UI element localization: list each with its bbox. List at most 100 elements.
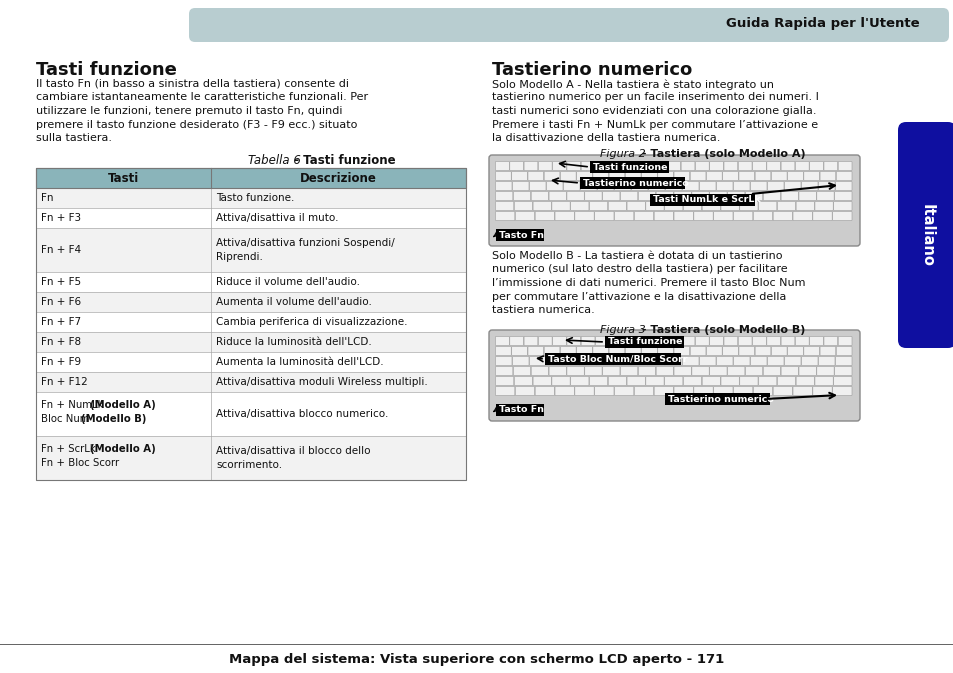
FancyBboxPatch shape (570, 201, 588, 211)
Text: la disattivazione della tastiera numerica.: la disattivazione della tastiera numeric… (492, 133, 720, 143)
FancyBboxPatch shape (783, 182, 801, 190)
Text: Fn + NumLk: Fn + NumLk (41, 400, 107, 410)
FancyBboxPatch shape (531, 192, 548, 201)
FancyBboxPatch shape (623, 162, 638, 170)
FancyBboxPatch shape (720, 376, 739, 386)
FancyBboxPatch shape (755, 172, 770, 180)
FancyBboxPatch shape (549, 192, 566, 201)
FancyBboxPatch shape (533, 201, 551, 211)
FancyBboxPatch shape (803, 172, 819, 180)
Text: Solo Modello B - La tastiera è dotata di un tastierino: Solo Modello B - La tastiera è dotata di… (492, 251, 781, 261)
Text: Fn + ScrLk: Fn + ScrLk (41, 444, 99, 454)
FancyBboxPatch shape (739, 376, 758, 386)
FancyBboxPatch shape (555, 386, 574, 396)
FancyBboxPatch shape (836, 347, 851, 355)
FancyBboxPatch shape (820, 172, 835, 180)
Text: tasti numerici sono evidenziati con una colorazione gialla.: tasti numerici sono evidenziati con una … (492, 106, 816, 116)
FancyBboxPatch shape (594, 211, 614, 221)
FancyBboxPatch shape (752, 162, 765, 170)
FancyBboxPatch shape (619, 367, 638, 376)
FancyBboxPatch shape (566, 192, 583, 201)
FancyBboxPatch shape (608, 201, 626, 211)
Text: Tasti NumLk e ScrLk: Tasti NumLk e ScrLk (652, 195, 760, 205)
FancyBboxPatch shape (602, 192, 619, 201)
FancyBboxPatch shape (823, 162, 837, 170)
FancyBboxPatch shape (690, 172, 705, 180)
FancyBboxPatch shape (758, 201, 776, 211)
Text: Aumenta il volume dell'audio.: Aumenta il volume dell'audio. (215, 297, 372, 307)
FancyBboxPatch shape (771, 347, 786, 355)
FancyBboxPatch shape (833, 376, 851, 386)
FancyBboxPatch shape (512, 357, 529, 365)
FancyBboxPatch shape (509, 162, 523, 170)
FancyBboxPatch shape (624, 347, 640, 355)
FancyBboxPatch shape (812, 211, 831, 221)
FancyBboxPatch shape (648, 357, 664, 365)
FancyBboxPatch shape (753, 211, 772, 221)
FancyBboxPatch shape (767, 357, 783, 365)
FancyBboxPatch shape (495, 386, 515, 396)
Text: Tastierino numerico: Tastierino numerico (492, 61, 692, 79)
FancyBboxPatch shape (584, 192, 601, 201)
FancyBboxPatch shape (727, 367, 744, 376)
Text: Tasti: Tasti (108, 172, 139, 184)
Text: Cambia periferica di visualizzazione.: Cambia periferica di visualizzazione. (215, 317, 407, 327)
FancyBboxPatch shape (835, 182, 851, 190)
FancyBboxPatch shape (495, 162, 509, 170)
Text: Tasto Fn: Tasto Fn (498, 230, 543, 240)
Text: Il tasto Fn (in basso a sinistra della tastiera) consente di: Il tasto Fn (in basso a sinistra della t… (36, 79, 349, 89)
FancyBboxPatch shape (589, 376, 607, 386)
FancyBboxPatch shape (809, 336, 822, 345)
Text: Tastierino numerico: Tastierino numerico (582, 178, 688, 188)
FancyBboxPatch shape (897, 122, 953, 348)
FancyBboxPatch shape (495, 172, 511, 180)
FancyBboxPatch shape (595, 162, 609, 170)
FancyBboxPatch shape (546, 182, 562, 190)
FancyBboxPatch shape (701, 376, 720, 386)
Text: per commutare l’attivazione e la disattivazione della: per commutare l’attivazione e la disatti… (492, 291, 785, 302)
FancyBboxPatch shape (766, 162, 780, 170)
FancyBboxPatch shape (546, 357, 562, 365)
FancyBboxPatch shape (645, 201, 663, 211)
Text: Aumenta la luminosità dell'LCD.: Aumenta la luminosità dell'LCD. (215, 357, 383, 367)
FancyBboxPatch shape (816, 367, 833, 376)
Bar (36, 332, 465, 352)
FancyBboxPatch shape (535, 211, 554, 221)
FancyBboxPatch shape (772, 386, 792, 396)
FancyBboxPatch shape (744, 192, 762, 201)
FancyBboxPatch shape (614, 357, 630, 365)
FancyBboxPatch shape (720, 201, 739, 211)
FancyBboxPatch shape (597, 182, 614, 190)
FancyBboxPatch shape (592, 347, 608, 355)
FancyBboxPatch shape (723, 162, 737, 170)
FancyBboxPatch shape (733, 386, 752, 396)
FancyBboxPatch shape (654, 211, 673, 221)
FancyBboxPatch shape (695, 162, 708, 170)
FancyBboxPatch shape (787, 347, 802, 355)
FancyBboxPatch shape (706, 347, 721, 355)
FancyBboxPatch shape (589, 201, 607, 211)
FancyBboxPatch shape (795, 162, 808, 170)
FancyBboxPatch shape (515, 211, 534, 221)
Text: Tastierino numerico: Tastierino numerico (667, 394, 773, 404)
FancyBboxPatch shape (832, 386, 851, 396)
FancyBboxPatch shape (716, 182, 732, 190)
FancyBboxPatch shape (543, 347, 559, 355)
FancyBboxPatch shape (834, 192, 851, 201)
FancyBboxPatch shape (640, 172, 657, 180)
FancyBboxPatch shape (818, 357, 834, 365)
FancyBboxPatch shape (733, 357, 749, 365)
FancyBboxPatch shape (814, 201, 832, 211)
Text: sulla tastiera.: sulla tastiera. (36, 133, 112, 143)
FancyBboxPatch shape (664, 376, 682, 386)
FancyBboxPatch shape (495, 367, 513, 376)
Bar (649, 194, 754, 206)
Text: Fn + F9: Fn + F9 (41, 357, 81, 367)
Text: Figura 3: Figura 3 (599, 325, 645, 335)
FancyBboxPatch shape (523, 162, 537, 170)
FancyBboxPatch shape (772, 211, 792, 221)
Text: Solo Modello A - Nella tastiera è stato integrato un: Solo Modello A - Nella tastiera è stato … (492, 79, 773, 90)
FancyBboxPatch shape (809, 162, 822, 170)
FancyBboxPatch shape (523, 336, 537, 345)
FancyBboxPatch shape (682, 376, 701, 386)
